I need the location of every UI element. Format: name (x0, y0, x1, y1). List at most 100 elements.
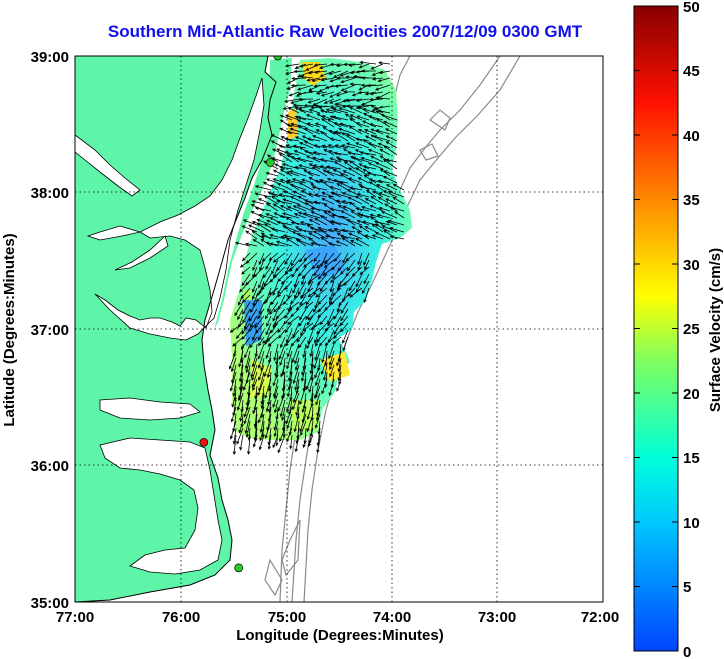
velocity-arrow (284, 266, 293, 276)
velocity-arrow (355, 137, 370, 142)
velocity-arrow (349, 82, 363, 86)
velocity-arrow (306, 399, 314, 421)
velocity-arrow (336, 76, 349, 80)
velocity-arrow (377, 196, 391, 205)
velocity-arrow (339, 182, 356, 191)
velocity-arrow (327, 315, 335, 327)
velocity-arrow (315, 392, 321, 406)
velocity-arrow (321, 192, 335, 198)
velocity-arrow (289, 434, 293, 450)
velocity-arrow (315, 91, 328, 95)
velocity-arrow (357, 177, 370, 184)
velocity-arrow (310, 207, 328, 212)
velocity-arrow (272, 315, 279, 329)
velocity-arrow (327, 242, 342, 247)
velocity-arrow (332, 70, 349, 78)
velocity-arrow (286, 130, 300, 135)
velocity-arrow (258, 364, 265, 381)
velocity-arrow (244, 242, 258, 247)
velocity-arrow (341, 191, 356, 198)
velocity-arrow (348, 280, 356, 292)
velocity-arrow (379, 148, 391, 156)
velocity-arrow (348, 160, 363, 170)
velocity-arrow (369, 97, 384, 102)
velocity-arrow (347, 151, 363, 156)
velocity-arrow (339, 234, 356, 240)
velocity-arrow (304, 301, 314, 309)
velocity-arrow (299, 252, 307, 263)
velocity-arrow (364, 91, 377, 96)
velocity-arrow (239, 434, 244, 451)
velocity-arrow (356, 230, 370, 240)
velocity-arrow (313, 63, 328, 67)
velocity-arrow (348, 63, 363, 67)
velocity-arrow (337, 357, 342, 373)
velocity-arrow (273, 343, 279, 362)
velocity-arrow (378, 192, 391, 198)
velocity-arrow (276, 220, 293, 226)
velocity-arrow (286, 343, 293, 358)
velocity-arrow (334, 315, 342, 328)
velocity-arrow (343, 90, 356, 94)
velocity-arrow (339, 173, 356, 184)
velocity-arrow (355, 122, 370, 128)
velocity-arrow (342, 287, 349, 303)
velocity-arrow (340, 322, 349, 333)
velocity-arrow (332, 107, 349, 114)
velocity-arrow (350, 240, 363, 247)
velocity-arrow (294, 434, 300, 453)
velocity-arrow (370, 134, 384, 142)
velocity-arrow (341, 132, 356, 142)
velocity-arrow (307, 192, 321, 198)
velocity-arrow (320, 91, 335, 97)
velocity-arrow (295, 399, 300, 417)
velocity-arrow (229, 322, 244, 333)
map-title: Southern Mid-Atlantic Raw Velocities 200… (107, 22, 583, 41)
velocity-arrow (374, 162, 391, 170)
velocity-arrow (279, 427, 286, 443)
velocity-arrow (315, 259, 328, 269)
velocity-arrow (370, 63, 384, 70)
velocity-arrow (360, 156, 377, 163)
velocity-arrow (329, 207, 342, 212)
velocity-arrow (377, 77, 391, 83)
velocity-arrow (273, 315, 286, 326)
velocity-arrow (299, 287, 314, 299)
velocity-arrow (358, 225, 370, 233)
velocity-arrow (375, 184, 391, 191)
velocity-arrow (331, 213, 349, 219)
velocity-arrow (307, 434, 314, 448)
velocity-arrow (241, 273, 251, 287)
velocity-arrow (329, 62, 342, 67)
velocity-arrow (272, 252, 286, 263)
velocity-arrow (303, 140, 321, 149)
velocity-arrow (259, 259, 265, 272)
velocity-arrow (333, 151, 349, 156)
velocity-arrow (325, 84, 342, 89)
velocity-arrow (272, 392, 279, 408)
velocity-arrow (333, 252, 342, 262)
velocity-arrow (296, 239, 314, 247)
colorbar (633, 5, 679, 652)
velocity-arrow (364, 198, 377, 205)
velocity-arrow (273, 399, 279, 414)
velocity-arrow (374, 231, 391, 240)
velocity-arrow (378, 70, 391, 75)
velocity-arrow (266, 301, 272, 313)
velocity-arrow (366, 84, 384, 88)
velocity-arrow (244, 350, 251, 370)
velocity-arrow (264, 420, 272, 439)
velocity-arrow (273, 212, 286, 219)
velocity-arrow (336, 378, 342, 392)
velocity-arrow (259, 413, 265, 434)
velocity-arrow (263, 294, 272, 305)
velocity-arrow (239, 280, 251, 293)
velocity-arrow (329, 137, 342, 142)
velocity-arrow (263, 273, 272, 287)
velocity-arrow (392, 183, 405, 191)
hf-radar-station-marker (234, 563, 244, 573)
velocity-arrow (355, 98, 370, 103)
velocity-arrow (280, 235, 293, 240)
velocity-arrow (292, 280, 300, 294)
velocity-arrow (263, 195, 279, 205)
